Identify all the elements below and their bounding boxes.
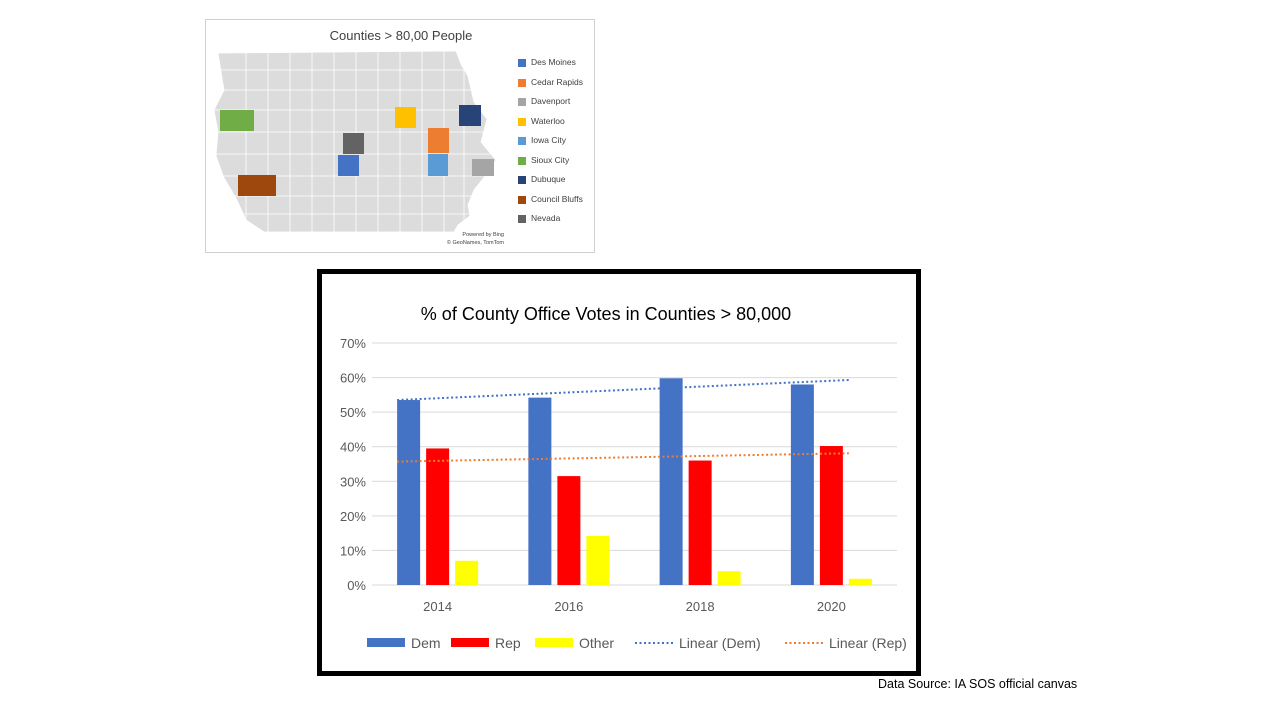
x-tick-label: 2014 xyxy=(423,599,452,614)
bar-other-2018 xyxy=(717,571,741,585)
chart-title: % of County Office Votes in Counties > 8… xyxy=(421,304,791,324)
trendline-linear-dem- xyxy=(397,378,849,402)
y-tick-label: 10% xyxy=(340,543,366,558)
map-legend-label: Sioux City xyxy=(531,154,570,165)
map-legend-swatch xyxy=(518,215,526,223)
county-des-moines xyxy=(338,155,359,176)
map-legend-label: Dubuque xyxy=(531,174,566,184)
legend-swatch-dem xyxy=(367,638,405,647)
map-legend-swatch xyxy=(518,176,526,184)
map-legend-swatch xyxy=(518,98,526,106)
map-credit-geonames: © GeoNames, TomTom xyxy=(446,240,504,246)
legend-label-trendline: Linear (Rep) xyxy=(829,635,907,651)
map-credit-powered-by: Powered by Bing xyxy=(462,232,504,238)
x-tick-label: 2016 xyxy=(554,599,583,614)
y-tick-label: 50% xyxy=(340,405,366,420)
county-sioux-city xyxy=(220,110,254,131)
legend-swatch-other xyxy=(535,638,573,647)
y-tick-label: 40% xyxy=(340,440,366,455)
bar-dem-2020 xyxy=(790,384,814,585)
trendline-linear-rep- xyxy=(397,452,849,463)
map-legend-item: Dubuque xyxy=(518,174,598,185)
map-legend-swatch xyxy=(518,59,526,67)
map-legend-label: Cedar Rapids xyxy=(531,76,583,87)
vote-share-chart: % of County Office Votes in Counties > 8… xyxy=(317,269,921,676)
y-tick-label: 20% xyxy=(340,509,366,524)
legend-label-trendline: Linear (Dem) xyxy=(679,635,761,651)
county-map-panel: Counties > 80,00 People xyxy=(205,19,595,253)
map-legend-swatch xyxy=(518,137,526,145)
map-legend-item: Des Moines xyxy=(518,57,598,68)
map-legend-item: Waterloo xyxy=(518,115,598,127)
map-legend-label: Waterloo xyxy=(531,115,565,126)
map-legend-label: Des Moines xyxy=(531,57,576,67)
legend-label-dem: Dem xyxy=(411,635,441,651)
bar-dem-2014 xyxy=(397,400,421,585)
y-tick-label: 0% xyxy=(347,578,366,593)
map-legend-swatch xyxy=(518,78,526,87)
map-legend-swatch xyxy=(518,156,526,165)
map-legend-item: Sioux City xyxy=(518,154,598,166)
county-council-bluffs xyxy=(238,175,276,196)
county-nevada xyxy=(343,133,364,154)
map-legend-item: Davenport xyxy=(518,96,598,107)
bar-dem-2018 xyxy=(659,378,683,585)
map-title: Counties > 80,00 People xyxy=(329,28,473,43)
map-legend-label: Iowa City xyxy=(531,135,566,145)
bar-rep-2016 xyxy=(557,476,581,585)
map-legend-label: Davenport xyxy=(531,96,571,106)
map-legend-swatch xyxy=(518,117,526,126)
chart-canvas: % of County Office Votes in Counties > 8… xyxy=(340,304,907,651)
map-legend-label: Nevada xyxy=(531,213,561,223)
y-tick-label: 60% xyxy=(340,371,366,386)
bar-rep-2014 xyxy=(426,448,450,585)
bar-rep-2018 xyxy=(688,460,712,585)
map-legend-label: Council Bluffs xyxy=(531,193,583,204)
county-davenport xyxy=(472,159,494,176)
legend-label-rep: Rep xyxy=(495,635,521,651)
county-waterloo xyxy=(395,107,416,128)
bar-other-2016 xyxy=(586,535,610,585)
y-tick-label: 70% xyxy=(340,336,366,351)
bar-dem-2016 xyxy=(528,397,552,585)
map-legend-swatch xyxy=(518,195,526,204)
map-legend-item: Iowa City xyxy=(518,135,598,146)
map-legend-item: Cedar Rapids xyxy=(518,76,598,88)
y-tick-label: 30% xyxy=(340,474,366,489)
legend-swatch-rep xyxy=(451,638,489,647)
bar-rep-2020 xyxy=(819,446,843,585)
bar-other-2014 xyxy=(455,560,479,585)
bar-other-2020 xyxy=(848,578,872,585)
county-iowa-city xyxy=(428,154,448,176)
map-legend-item: Nevada xyxy=(518,213,598,224)
x-tick-label: 2018 xyxy=(686,599,715,614)
x-tick-label: 2020 xyxy=(817,599,846,614)
map-legend-item: Council Bluffs xyxy=(518,193,598,205)
data-source-note: Data Source: IA SOS official canvas xyxy=(878,677,1078,691)
legend-label-other: Other xyxy=(579,635,614,651)
county-cedar-rapids xyxy=(428,128,449,153)
iowa-county-map xyxy=(213,50,497,233)
county-dubuque xyxy=(459,105,481,126)
